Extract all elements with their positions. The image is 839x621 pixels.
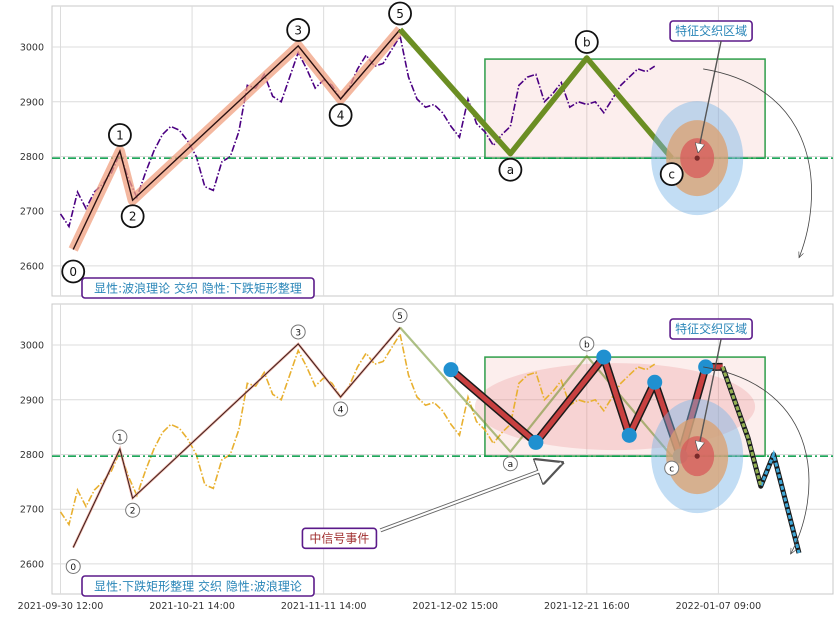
y-tick-label: 2600	[20, 261, 44, 272]
x-tick-label: 2021-11-11 14:00	[281, 601, 367, 612]
x-tick-label: 2022-01-07 09:00	[676, 601, 762, 612]
abc-label: b	[583, 35, 591, 49]
pattern-annotation: 显性:下跌矩形整理 交织 隐性:波浪理论	[94, 579, 302, 594]
signal-label: 中信号事件	[309, 530, 369, 545]
abc-label: c	[668, 168, 675, 182]
rect-pattern-point	[528, 435, 543, 450]
x-tick-label: 2021-09-30 12:00	[18, 601, 104, 612]
rect-pattern-point	[596, 350, 611, 365]
box-label: 特征交织区域	[675, 321, 747, 336]
wave-label: 5	[397, 312, 403, 322]
wave-label: 1	[116, 129, 124, 143]
x-tick-label: 2021-10-21 14:00	[149, 601, 235, 612]
pattern-annotation: 显性:波浪理论 交织 隐性:下跌矩形整理	[94, 281, 302, 296]
y-tick-label: 2900	[20, 97, 44, 108]
wave-label: 0	[69, 265, 77, 279]
y-tick-label: 2600	[20, 559, 44, 570]
abc-label: a	[508, 460, 514, 470]
wave-label: 0	[70, 563, 76, 573]
abc-label: a	[507, 163, 514, 177]
wave-label: 2	[129, 210, 137, 224]
y-tick-label: 2800	[20, 152, 44, 163]
y-tick-label: 3000	[20, 43, 44, 54]
target-center	[695, 454, 700, 459]
wave-label: 4	[338, 406, 344, 416]
wave-label: 5	[396, 7, 404, 21]
x-tick-label: 2021-12-02 15:00	[412, 601, 498, 612]
rect-pattern-point	[622, 428, 637, 443]
abc-label: c	[669, 465, 674, 475]
x-tick-label: 2021-12-21 16:00	[544, 601, 630, 612]
y-tick-label: 2800	[20, 450, 44, 461]
target-center	[695, 156, 700, 161]
y-tick-label: 2700	[20, 505, 44, 516]
box-label: 特征交织区域	[675, 23, 747, 38]
y-tick-label: 3000	[20, 341, 44, 352]
rect-pattern-point	[698, 359, 713, 374]
top-panel: 2600 2700 2800 2900 3000 特征交织区域 0 1 2 3 4 5 a b c 显性:波浪…	[20, 3, 833, 298]
wave-label: 4	[337, 109, 345, 123]
wave-label: 2	[130, 507, 136, 517]
wave-label: 1	[117, 434, 123, 444]
wave-label: 3	[294, 23, 302, 37]
rect-pattern-point	[443, 362, 458, 377]
bottom-panel: 2600 2700 2800 2900 3000 特征交织区域 0 1 2 3 4 5 a b c 中信号事件…	[18, 304, 833, 612]
wave-label: 3	[295, 328, 301, 338]
y-tick-label: 2700	[20, 207, 44, 218]
rect-pattern-point	[647, 375, 662, 390]
abc-label: b	[584, 340, 590, 350]
y-tick-label: 2900	[20, 395, 44, 406]
